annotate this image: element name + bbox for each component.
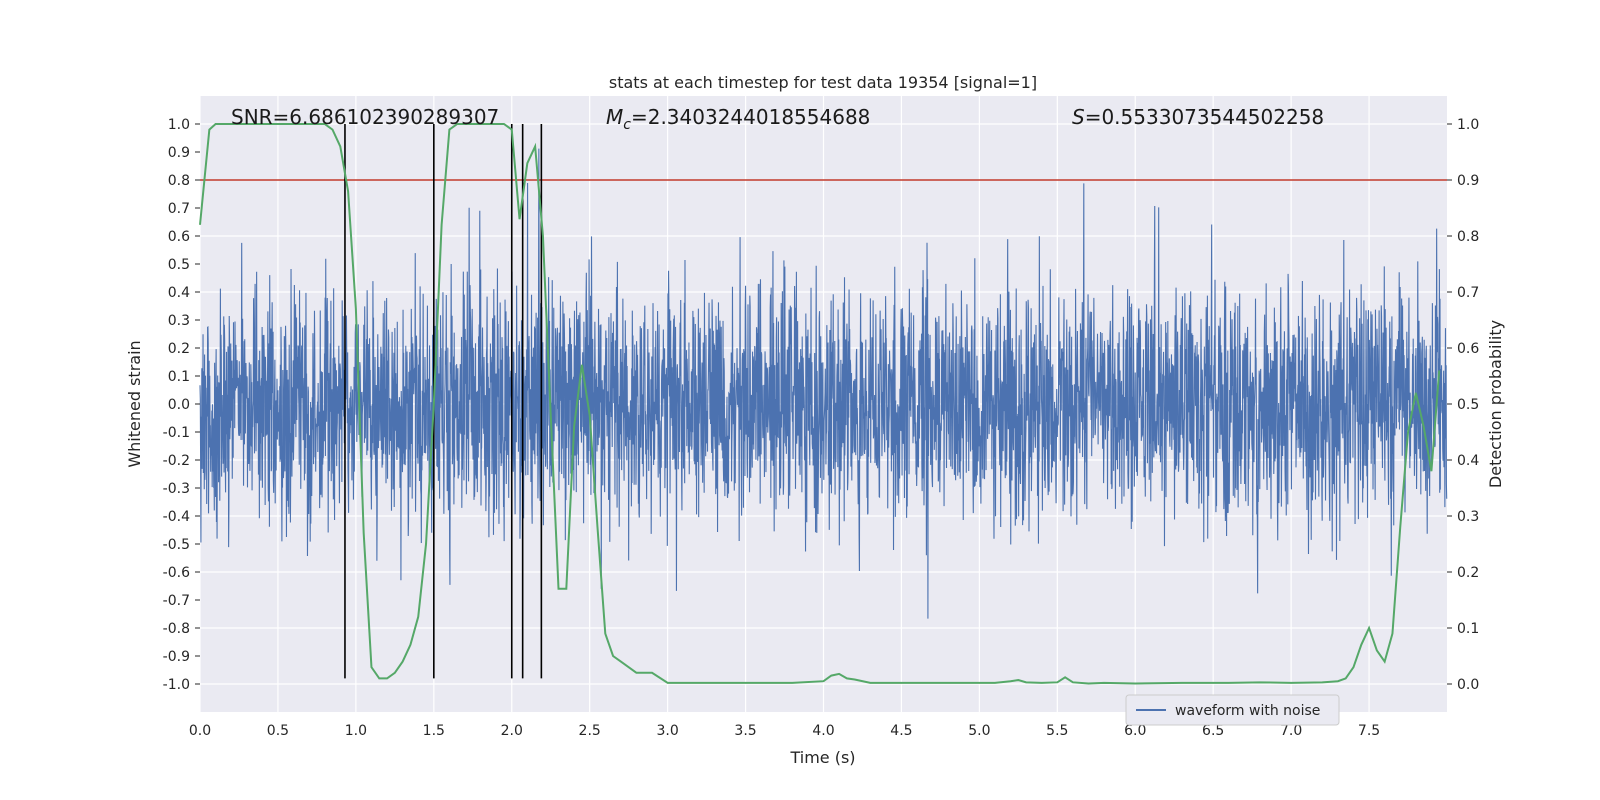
probability-series xyxy=(199,123,1441,685)
chirp-mass-value: =2.3403244018554688 xyxy=(631,105,870,129)
y-tick-label-left: -0.8 xyxy=(163,621,190,637)
probability-line xyxy=(199,123,1441,685)
y-tick-label-left: 0.0 xyxy=(168,397,190,413)
x-tick-label: 6.0 xyxy=(1124,723,1146,739)
chart-title: stats at each timestep for test data 193… xyxy=(609,73,1037,92)
x-tick-label: 2.5 xyxy=(579,723,601,739)
x-tick-label: 7.5 xyxy=(1358,723,1380,739)
y-tick-label-left: -0.3 xyxy=(163,481,190,497)
x-tick-label: 0.0 xyxy=(189,723,211,739)
y-tick-label-right: 0.3 xyxy=(1457,509,1479,525)
x-tick-label: 5.5 xyxy=(1046,723,1068,739)
y-ticks-left: 1.0 0.9 0.8 0.7 0.6 0.5 0.4 0.3 0.2 0.1 0.0 -0.1 -0.… xyxy=(163,117,200,693)
waveform-series xyxy=(199,148,1448,619)
x-tick-label: 3.0 xyxy=(656,723,678,739)
y-tick-label-left: 0.8 xyxy=(168,173,190,189)
y-tick-label-left: 0.5 xyxy=(168,257,190,273)
x-tick-label: 5.0 xyxy=(968,723,990,739)
y-tick-label-left: -1.0 xyxy=(163,677,190,693)
y-tick-label-left: -0.9 xyxy=(163,649,190,665)
y-tick-label-left: 0.7 xyxy=(168,201,190,217)
y-tick-label-right: 0.4 xyxy=(1457,453,1479,469)
y-axis-label-left: Whitened strain xyxy=(125,340,144,467)
y-tick-label-left: 0.1 xyxy=(168,369,190,385)
y-tick-label-left: -0.5 xyxy=(163,537,190,553)
x-axis-label: Time (s) xyxy=(789,748,855,767)
x-tick-label: 4.5 xyxy=(890,723,912,739)
y-tick-label-left: -0.7 xyxy=(163,593,190,609)
y-tick-label-right: 0.1 xyxy=(1457,621,1479,637)
x-tick-label: 1.0 xyxy=(345,723,367,739)
s-annotation: S=0.5533073544502258 xyxy=(1072,105,1324,129)
x-ticks: 0.0 0.5 1.0 1.5 2.0 2.5 3.0 3.5 4.0 4.5 5.0 5.5 6.0 6… xyxy=(189,723,1380,739)
y-tick-label-right: 0.6 xyxy=(1457,341,1479,357)
y-tick-label-left: 1.0 xyxy=(168,117,190,133)
s-symbol: S xyxy=(1072,105,1085,129)
y-tick-label-left: -0.1 xyxy=(163,425,190,441)
y-tick-label-right: 0.2 xyxy=(1457,565,1479,581)
y-tick-label-left: -0.2 xyxy=(163,453,190,469)
x-tick-label: 6.5 xyxy=(1202,723,1224,739)
x-tick-label: 3.5 xyxy=(734,723,756,739)
waveform-line xyxy=(199,148,1448,619)
s-value: =0.5533073544502258 xyxy=(1085,105,1324,129)
y-tick-label-right: 0.7 xyxy=(1457,285,1479,301)
y-tick-label-left: 0.6 xyxy=(168,229,190,245)
y-tick-label-left: 0.2 xyxy=(168,341,190,357)
x-tick-label: 7.0 xyxy=(1280,723,1302,739)
x-tick-label: 0.5 xyxy=(267,723,289,739)
y-tick-label-left: 0.4 xyxy=(168,285,190,301)
x-tick-label: 2.0 xyxy=(501,723,523,739)
y-tick-label-right: 0.8 xyxy=(1457,229,1479,245)
snr-annotation: SNR=6.686102390289307 xyxy=(231,105,499,129)
legend-box xyxy=(1125,694,1340,726)
y-ticks-right: 1.0 0.9 0.8 0.7 0.6 0.5 0.4 0.3 0.2 0.1 0.0 xyxy=(1447,117,1479,693)
y-tick-label-left: -0.6 xyxy=(163,565,190,581)
y-tick-label-left: -0.4 xyxy=(163,509,190,525)
y-tick-label-right: 0.0 xyxy=(1457,677,1479,693)
chirp-mass-symbol: M xyxy=(606,105,623,129)
x-tick-label: 1.5 xyxy=(423,723,445,739)
x-tick-label: 4.0 xyxy=(812,723,834,739)
legend-label: waveform with noise xyxy=(1175,703,1320,719)
y-tick-label-left: 0.3 xyxy=(168,313,190,329)
legend: waveform with noise xyxy=(1125,694,1340,726)
y-tick-label-right: 1.0 xyxy=(1457,117,1479,133)
chirp-mass-annotation: Mc=2.3403244018554688 xyxy=(606,105,870,133)
y-tick-label-left: 0.9 xyxy=(168,145,190,161)
y-axis-label-right: Detection probability xyxy=(1486,320,1505,488)
y-tick-label-right: 0.9 xyxy=(1457,173,1479,189)
chirp-mass-subscript: c xyxy=(623,117,631,133)
y-tick-label-right: 0.5 xyxy=(1457,397,1479,413)
